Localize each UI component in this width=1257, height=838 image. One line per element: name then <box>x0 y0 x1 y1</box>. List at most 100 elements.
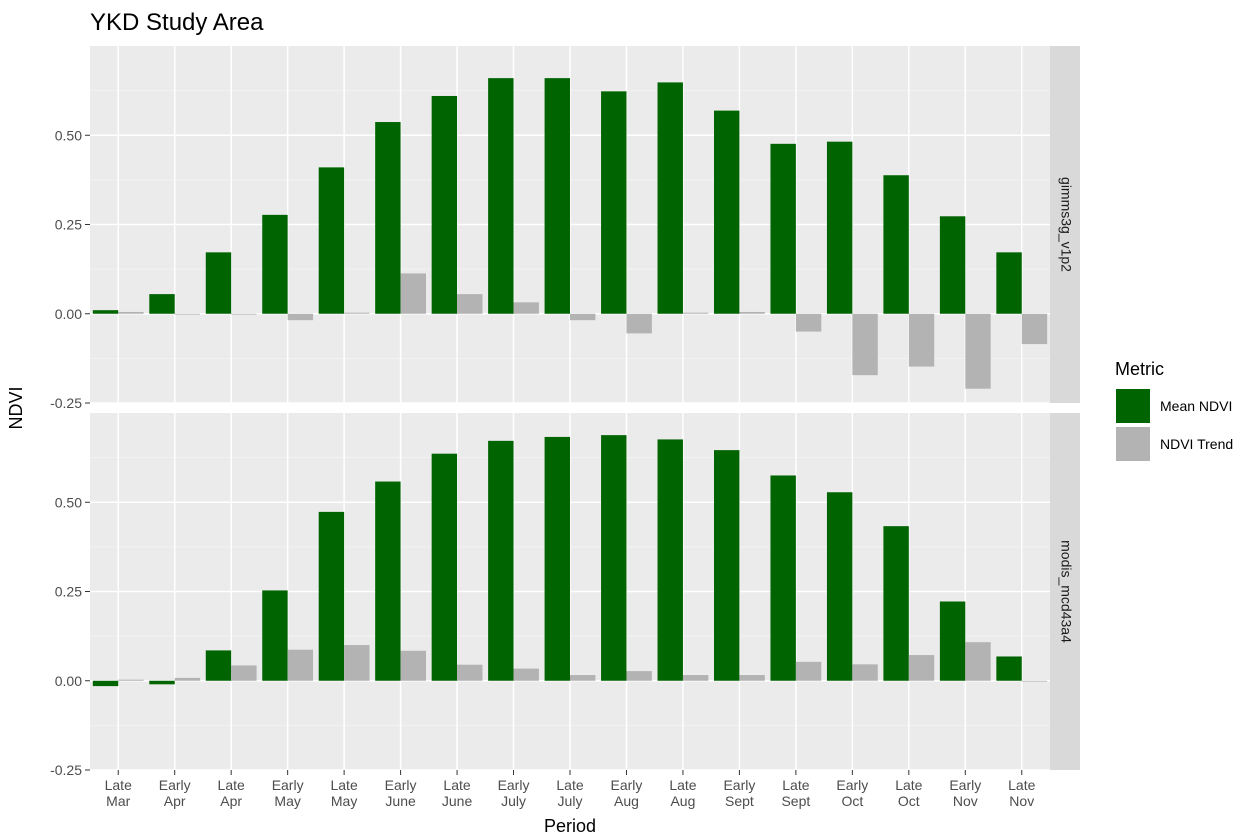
bar-ndvi-trend <box>739 675 765 681</box>
bar-ndvi-trend <box>231 665 257 681</box>
bar-mean-ndvi <box>657 82 683 314</box>
bar-mean-ndvi <box>770 475 796 681</box>
bar-mean-ndvi <box>996 252 1022 314</box>
y-tick-label: 0.50 <box>55 127 82 143</box>
legend-swatch <box>1116 427 1150 461</box>
x-tick-label: Late May <box>330 777 357 809</box>
bar-mean-ndvi <box>262 214 288 314</box>
bar-mean-ndvi <box>883 175 909 314</box>
bar-mean-ndvi <box>657 439 683 681</box>
bar-ndvi-trend <box>513 302 539 314</box>
x-tick-label: Early Sept <box>723 777 755 809</box>
bar-ndvi-trend <box>965 313 991 389</box>
bar-ndvi-trend <box>626 671 652 681</box>
bar-ndvi-trend <box>287 649 314 681</box>
bar-ndvi-trend <box>570 313 596 321</box>
x-tick-label: Early May <box>272 777 304 809</box>
bar-ndvi-trend <box>739 311 765 314</box>
bar-mean-ndvi <box>601 435 627 681</box>
bar-mean-ndvi <box>488 78 514 314</box>
x-tick-label: Early Oct <box>836 777 868 809</box>
bar-ndvi-trend <box>852 664 878 681</box>
x-tick-label: Late July <box>556 777 583 809</box>
bar-ndvi-trend <box>570 675 596 681</box>
bar-ndvi-trend <box>626 313 652 334</box>
bar-ndvi-trend <box>344 645 370 681</box>
legend-label: NDVI Trend <box>1160 436 1233 452</box>
x-tick-label: Early June <box>385 777 417 809</box>
bar-ndvi-trend <box>795 313 822 332</box>
bar-ndvi-trend <box>174 313 201 315</box>
x-axis-title: Period <box>544 816 596 836</box>
x-tick-label: Early Aug <box>611 777 643 809</box>
bar-mean-ndvi <box>318 167 345 314</box>
bar-mean-ndvi <box>431 95 458 314</box>
bar-mean-ndvi <box>996 656 1022 681</box>
y-tick-label: 0.25 <box>55 584 82 600</box>
bar-mean-ndvi <box>375 122 401 314</box>
legend-swatch <box>1116 389 1150 423</box>
bar-mean-ndvi <box>714 450 740 681</box>
bar-mean-ndvi <box>601 91 627 314</box>
x-tick-label: Early July <box>498 777 530 809</box>
bar-mean-ndvi <box>488 440 514 681</box>
legend-label: Mean NDVI <box>1160 398 1232 414</box>
x-tick-label: Late Nov <box>1008 777 1035 809</box>
bar-ndvi-trend <box>118 679 144 681</box>
facet-strip <box>1050 413 1080 770</box>
x-tick-label: Late Mar <box>105 777 132 809</box>
bar-mean-ndvi <box>205 650 232 681</box>
bar-mean-ndvi <box>431 453 458 681</box>
x-tick-label: Late Oct <box>895 777 922 809</box>
bar-ndvi-trend <box>795 661 822 681</box>
bar-mean-ndvi <box>714 110 740 314</box>
bar-mean-ndvi <box>262 590 288 681</box>
bar-ndvi-trend <box>682 675 709 681</box>
bar-ndvi-trend <box>287 313 314 321</box>
bar-ndvi-trend <box>174 677 201 681</box>
bar-ndvi-trend <box>118 311 144 314</box>
bar-ndvi-trend <box>1021 313 1048 345</box>
x-tick-label: Late Aug <box>669 777 696 809</box>
bar-ndvi-trend <box>513 668 539 681</box>
bar-ndvi-trend <box>1021 680 1048 682</box>
bar-mean-ndvi <box>826 492 853 681</box>
y-tick-label: -0.25 <box>50 762 82 778</box>
facet-strip-label: modis_mcd43a4 <box>1058 540 1074 643</box>
bar-ndvi-trend <box>344 312 370 314</box>
bar-mean-ndvi <box>92 680 119 687</box>
bar-ndvi-trend <box>852 313 878 376</box>
y-axis-title: NDVI <box>6 386 26 429</box>
bar-ndvi-trend <box>908 313 935 367</box>
bar-ndvi-trend <box>908 655 935 681</box>
x-tick-label: Late Apr <box>218 777 245 809</box>
bar-mean-ndvi <box>826 141 853 314</box>
bar-mean-ndvi <box>92 310 119 314</box>
bar-mean-ndvi <box>544 436 570 681</box>
bar-mean-ndvi <box>375 481 401 681</box>
bar-mean-ndvi <box>149 680 175 685</box>
x-tick-label: Late Sept <box>781 777 810 809</box>
bar-ndvi-trend <box>682 312 709 314</box>
bar-ndvi-trend <box>965 642 991 681</box>
bar-mean-ndvi <box>883 526 909 681</box>
y-tick-label: 0.00 <box>55 306 82 322</box>
x-tick-label: Late June <box>442 777 473 809</box>
x-tick-label: Early Nov <box>949 777 981 809</box>
bar-ndvi-trend <box>400 650 426 681</box>
facet-strip-label: gimms3g_v1p2 <box>1058 177 1074 272</box>
chart-title: YKD Study Area <box>90 9 264 36</box>
bar-ndvi-trend <box>231 313 257 315</box>
facet-strip <box>1050 46 1080 403</box>
legend-title: Metric <box>1115 359 1164 379</box>
y-tick-label: 0.25 <box>55 217 82 233</box>
bar-mean-ndvi <box>770 143 796 314</box>
bar-mean-ndvi <box>149 294 175 314</box>
bar-ndvi-trend <box>400 273 426 314</box>
y-tick-label: -0.25 <box>50 395 82 411</box>
bar-mean-ndvi <box>544 78 570 314</box>
bar-ndvi-trend <box>457 294 483 314</box>
bar-mean-ndvi <box>318 511 345 681</box>
